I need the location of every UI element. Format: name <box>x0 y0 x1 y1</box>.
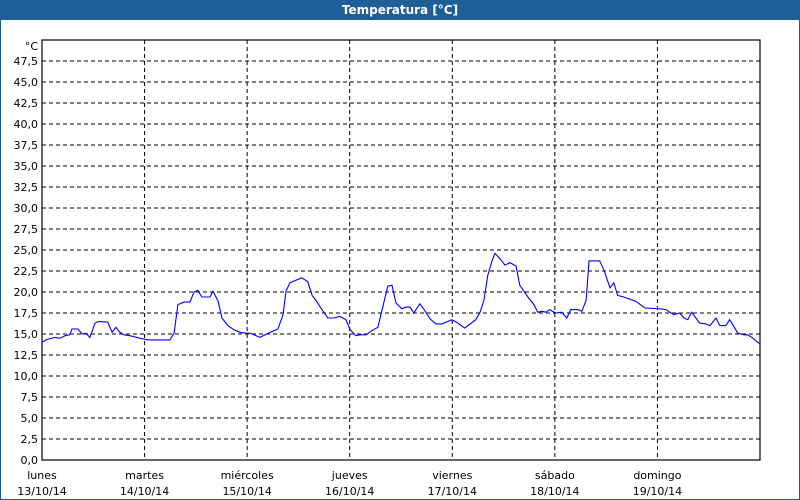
x-tick-day: sábado <box>535 469 575 482</box>
x-tick-date: 13/10/14 <box>17 485 66 498</box>
x-tick-date: 16/10/14 <box>325 485 374 498</box>
y-tick-label: 45,0 <box>14 76 39 89</box>
y-tick-label: 27,5 <box>14 223 39 236</box>
y-tick-label: 42,5 <box>14 97 39 110</box>
y-tick-label: 47,5 <box>14 55 39 68</box>
x-tick-day: lunes <box>27 469 57 482</box>
x-tick-date: 17/10/14 <box>428 485 477 498</box>
x-tick-date: 18/10/14 <box>530 485 579 498</box>
y-tick-label: 2,5 <box>21 433 39 446</box>
temperature-line <box>41 252 761 345</box>
x-tick-day: jueves <box>331 469 368 482</box>
y-tick-label: 40,0 <box>14 118 39 131</box>
x-tick-day: martes <box>125 469 164 482</box>
x-tick-date: 15/10/14 <box>222 485 271 498</box>
y-tick-label: 22,5 <box>14 265 39 278</box>
y-tick-label: 25,0 <box>14 244 39 257</box>
x-tick-day: domingo <box>633 469 681 482</box>
y-axis-unit: °C <box>25 40 39 53</box>
x-tick-date: 14/10/14 <box>120 485 169 498</box>
y-tick-label: 30,0 <box>14 202 39 215</box>
y-tick-label: 35,0 <box>14 160 39 173</box>
y-tick-label: 17,5 <box>14 307 39 320</box>
window-title: Temperatura [°C] <box>0 0 800 20</box>
y-tick-label: 12,5 <box>14 349 39 362</box>
y-tick-label: 5,0 <box>21 412 39 425</box>
plot-frame <box>41 39 761 461</box>
y-tick-label: 37,5 <box>14 139 39 152</box>
y-tick-label: 15,0 <box>14 328 39 341</box>
x-tick-date: 19/10/14 <box>633 485 682 498</box>
x-tick-day: miércoles <box>221 469 274 482</box>
y-tick-label: 32,5 <box>14 181 39 194</box>
y-tick-label: 10,0 <box>14 370 39 383</box>
y-tick-label: 20,0 <box>14 286 39 299</box>
y-tick-label: 0,0 <box>21 454 39 467</box>
x-tick-day: viernes <box>432 469 472 482</box>
y-tick-label: 7,5 <box>21 391 39 404</box>
